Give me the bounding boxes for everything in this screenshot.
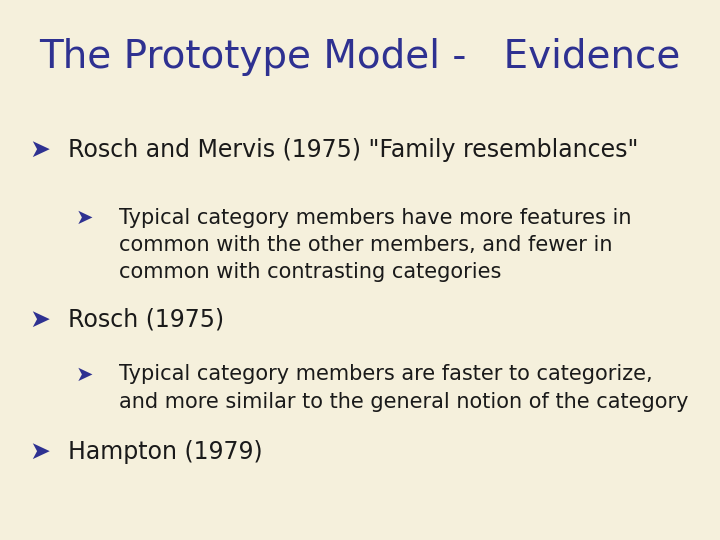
Text: Typical category members are faster to categorize,
and more similar to the gener: Typical category members are faster to c… — [119, 364, 688, 411]
Text: Typical category members have more features in
common with the other members, an: Typical category members have more featu… — [119, 208, 631, 282]
Text: ➤: ➤ — [29, 440, 50, 464]
Text: Hampton (1979): Hampton (1979) — [68, 440, 263, 464]
Text: Rosch and Mervis (1975) "Family resemblances": Rosch and Mervis (1975) "Family resembla… — [68, 138, 639, 161]
Text: ➤: ➤ — [76, 208, 93, 228]
Text: The Prototype Model -   Evidence: The Prototype Model - Evidence — [40, 38, 681, 76]
Text: ➤: ➤ — [29, 308, 50, 332]
Text: ➤: ➤ — [29, 138, 50, 161]
Text: Rosch (1975): Rosch (1975) — [68, 308, 225, 332]
Text: ➤: ➤ — [76, 364, 93, 384]
